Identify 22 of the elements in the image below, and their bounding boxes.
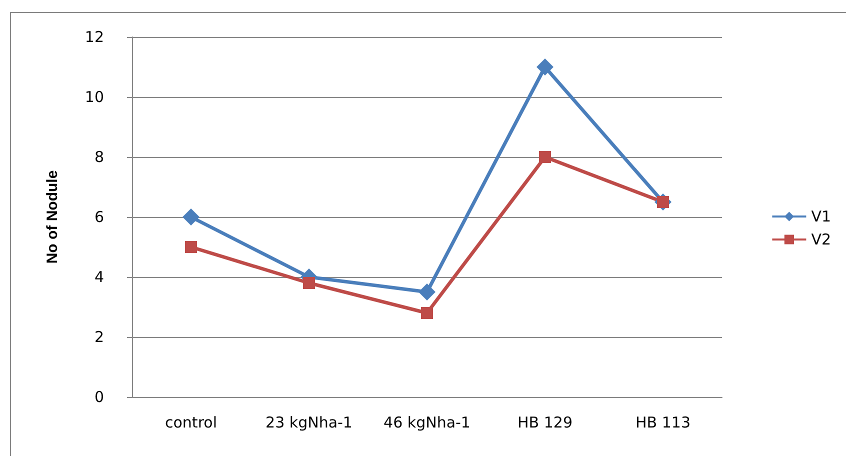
y-tick-label: 2 [94,328,104,346]
y-tick-label: 6 [94,208,104,226]
point [539,151,551,163]
x-tick-label: control [165,414,217,432]
point [536,58,554,76]
point [185,241,197,253]
legend-label: V2 [811,230,832,248]
y-tick-label: 8 [94,148,104,166]
legend-label: V1 [811,208,832,226]
point [421,307,433,319]
point [182,208,200,226]
x-tick-label: 46 kgNha-1 [384,414,470,432]
x-tick-label: 23 kgNha-1 [266,414,352,432]
x-tick-label: HB 113 [636,414,690,432]
y-tick-label: 10 [84,88,104,106]
y-axis-title: No of Nodule [44,170,61,264]
y-tick-label: 12 [84,28,104,46]
x-tick-label: HB 129 [518,414,572,432]
point [418,284,436,300]
point [303,277,315,289]
y-tick-label: 4 [94,268,104,286]
y-tick-label: 0 [94,388,104,406]
